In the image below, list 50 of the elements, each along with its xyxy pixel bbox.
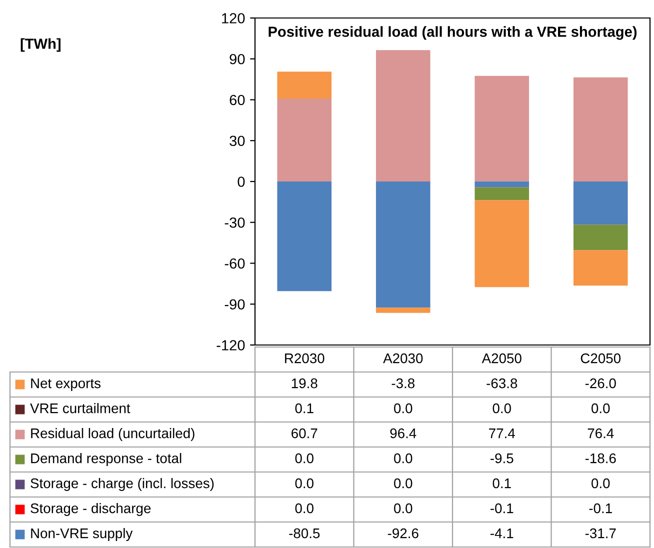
x-tick-label: A2030 xyxy=(383,353,423,364)
data-label: 0.1 xyxy=(492,478,511,488)
data-label: -0.1 xyxy=(589,503,612,514)
y-tick-label: -30 xyxy=(224,217,245,228)
x-tick-label: R2030 xyxy=(285,353,324,364)
x-tick-label: A2050 xyxy=(482,353,522,364)
data-label: 96.4 xyxy=(390,428,416,438)
data-label: -80.5 xyxy=(289,528,320,538)
text: Positive residual load (all hours with a VRE shortage) xyxy=(268,26,637,40)
legend-label: Storage - charge (incl. losses) xyxy=(30,478,214,491)
y-tick-label: -60 xyxy=(224,258,245,269)
data-label: -4.1 xyxy=(490,528,514,538)
y-tick-label: 90 xyxy=(230,54,245,64)
y-tick-label: 0 xyxy=(238,176,245,187)
data-label: -63.8 xyxy=(486,378,518,388)
data-label: 0.0 xyxy=(295,478,314,488)
data-label: 0.0 xyxy=(295,503,314,514)
data-label: 77.4 xyxy=(489,428,515,438)
data-label: -26.0 xyxy=(585,378,616,388)
data-label: -9.5 xyxy=(490,453,514,464)
data-label: 19.8 xyxy=(292,378,318,388)
data-label: -31.7 xyxy=(585,528,616,538)
data-label: -3.8 xyxy=(392,378,414,388)
legend-label: VRE curtailment xyxy=(30,403,130,414)
data-label: 60.7 xyxy=(292,428,318,438)
y-tick-label: -120 xyxy=(216,340,245,350)
y-tick-label: 60 xyxy=(230,94,245,106)
data-label: 0.0 xyxy=(592,478,610,488)
data-label: 0.0 xyxy=(394,478,412,488)
data-label: 0.1 xyxy=(295,403,314,414)
data-label: 0.0 xyxy=(394,503,412,514)
data-label: 0.0 xyxy=(492,403,511,414)
legend-label: Net exports xyxy=(31,378,101,391)
data-label: -0.1 xyxy=(490,503,514,514)
y-tick-label: 30 xyxy=(230,136,245,146)
data-label: 76.4 xyxy=(588,428,614,438)
data-label: 0.0 xyxy=(295,453,314,464)
legend-label: Demand response - total xyxy=(31,453,182,466)
legend-label: Storage - discharge xyxy=(30,503,151,516)
data-label: 0.0 xyxy=(592,403,610,414)
legend-label: Residual load (uncurtailed) xyxy=(31,428,194,441)
x-tick-label: C2050 xyxy=(580,353,621,364)
data-label: 0.0 xyxy=(394,403,412,414)
y-tick-label: -90 xyxy=(224,299,245,310)
data-label: 0.0 xyxy=(394,453,412,464)
data-label: -92.6 xyxy=(388,528,418,538)
legend-label: Non-VRE supply xyxy=(31,528,133,541)
y-tick-label: 120 xyxy=(222,13,245,24)
data-label: -18.6 xyxy=(585,453,616,464)
text: [TWh] xyxy=(20,38,60,52)
